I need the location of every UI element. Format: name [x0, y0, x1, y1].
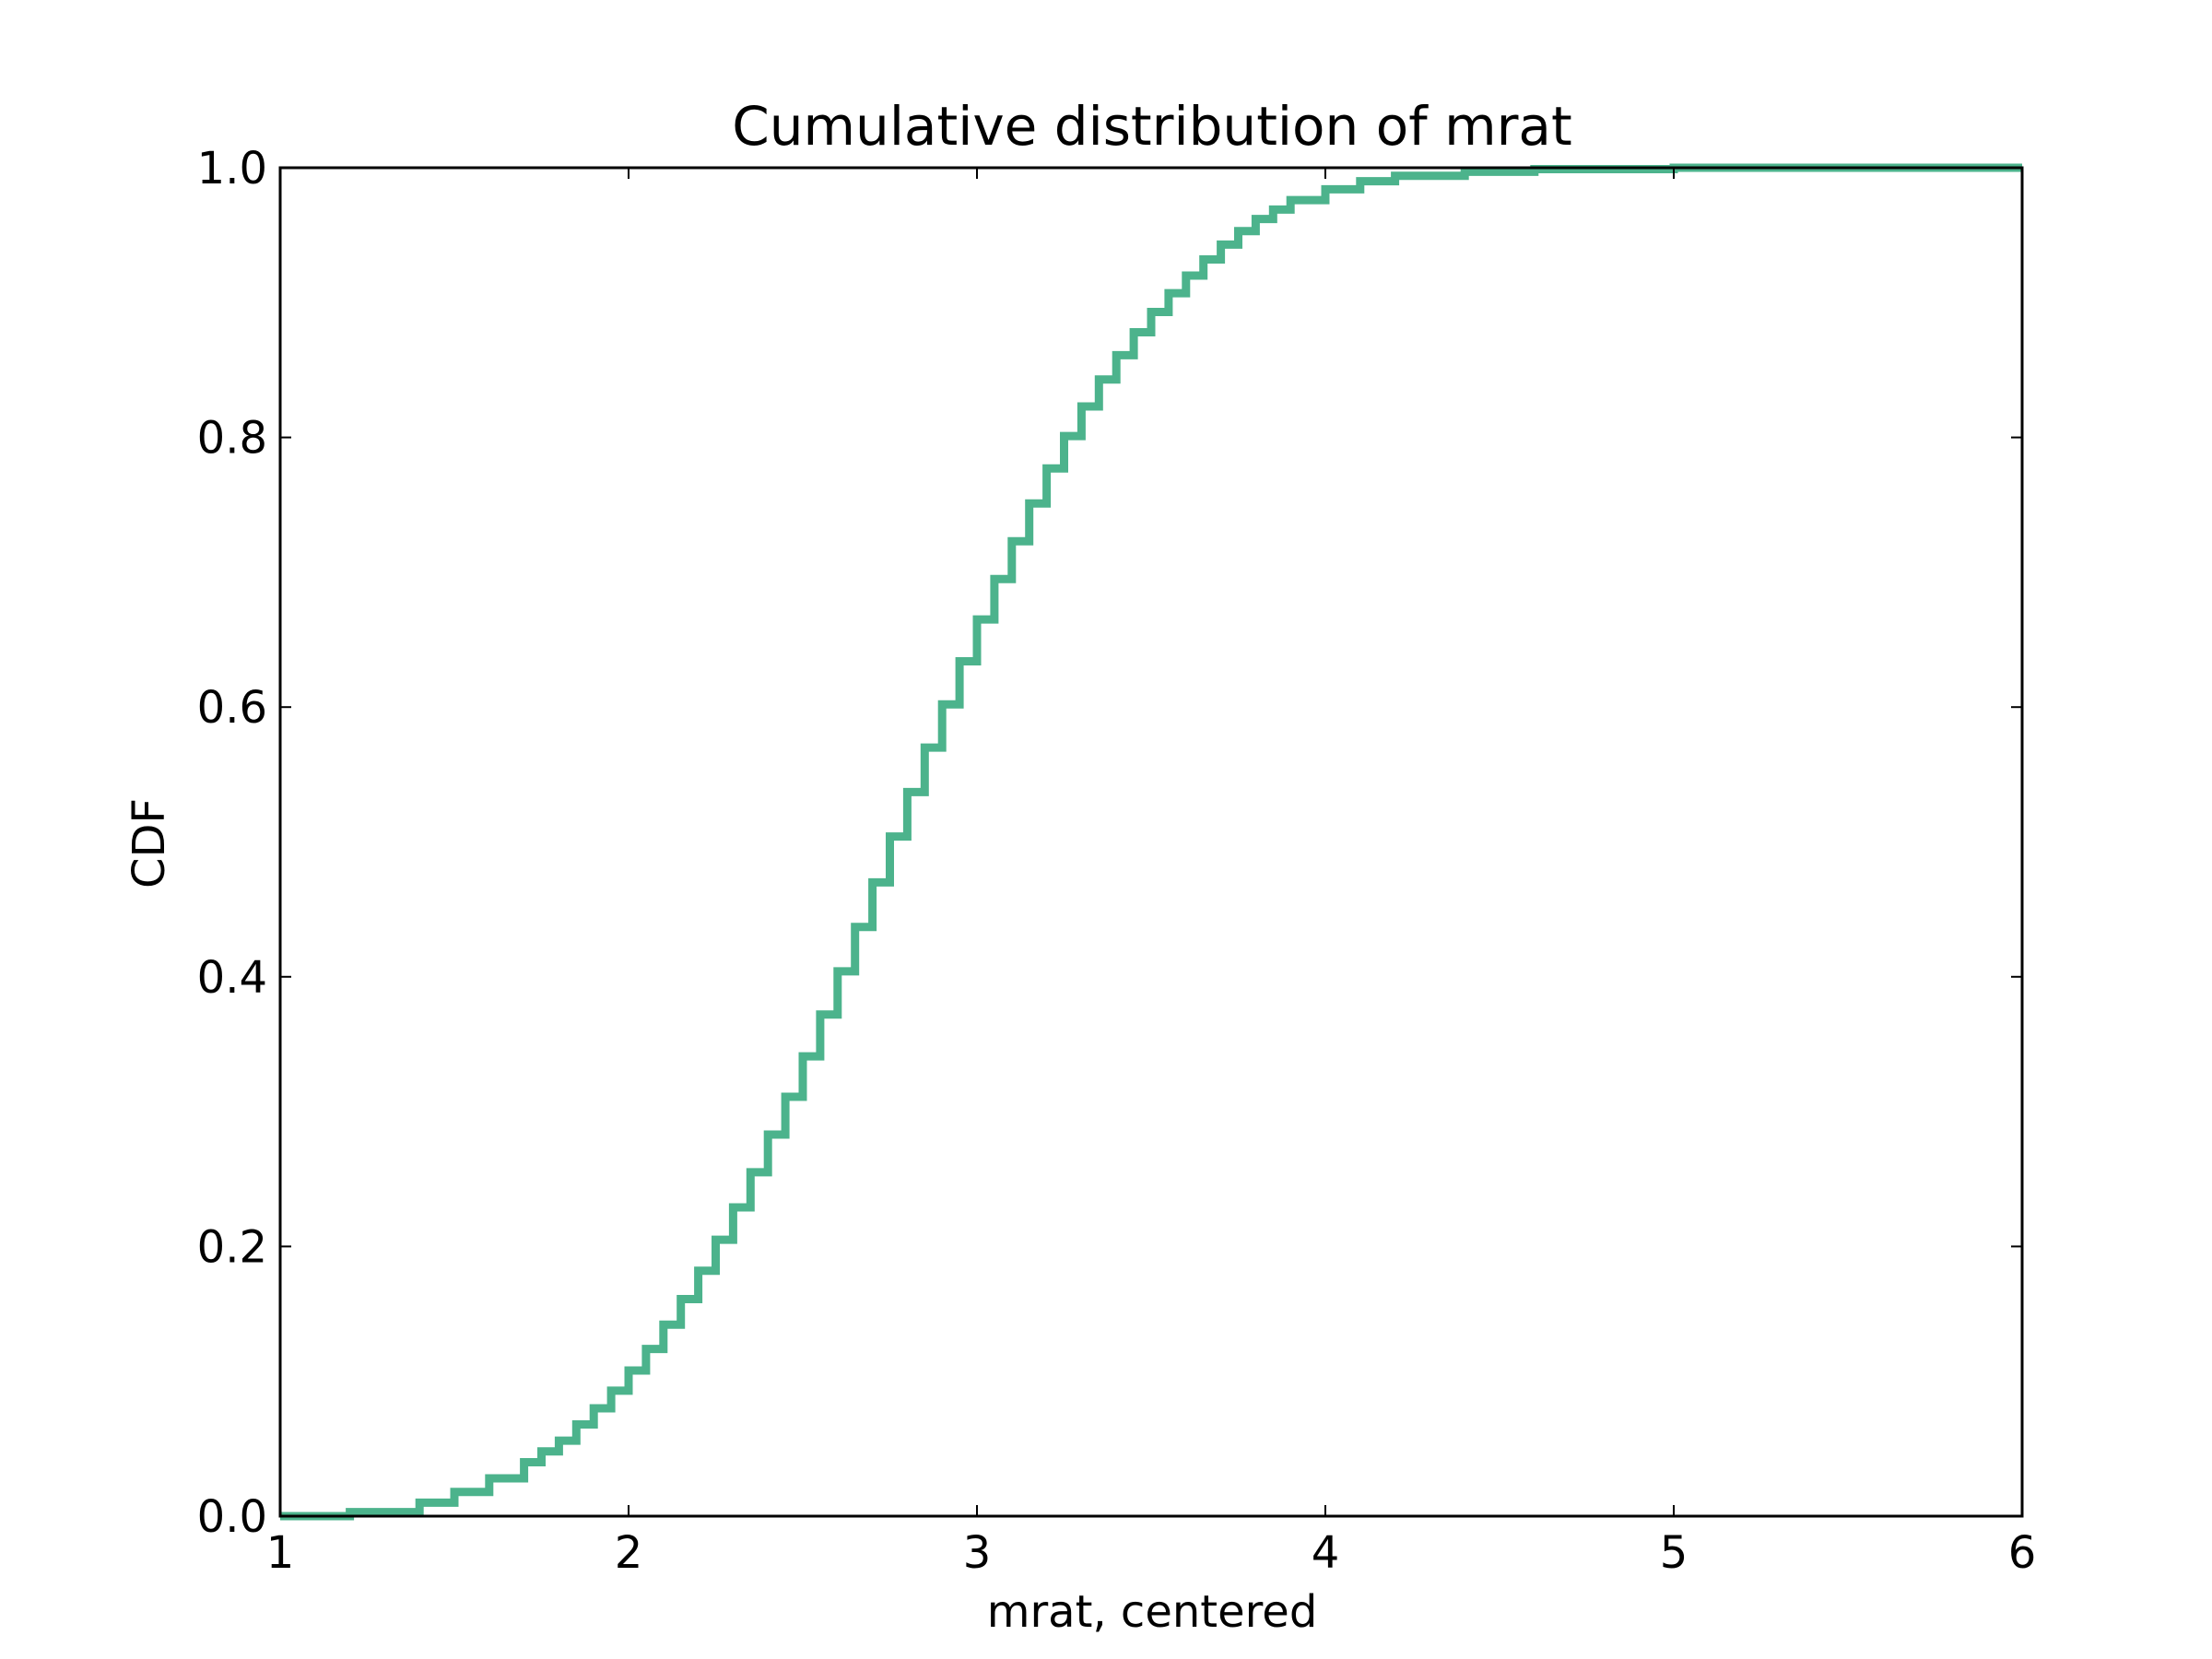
- cdf-step-line-0: [280, 163, 2022, 1521]
- y-tick-label: 1.0: [197, 143, 267, 194]
- y-tick-label: 0.0: [197, 1491, 267, 1543]
- x-tick-label: 6: [2008, 1527, 2037, 1579]
- x-tick-label: 2: [615, 1527, 643, 1579]
- x-tick-label: 5: [1660, 1527, 1688, 1579]
- x-tick-label: 3: [963, 1527, 992, 1579]
- plot-area: 1 2 3 4 5 6 0.0 0.2 0.4 0.6 0.8 1.0: [197, 143, 2037, 1579]
- x-axis-label: mrat, centered: [987, 1586, 1318, 1638]
- chart-title: Cumulative distribution of mrat: [732, 95, 1571, 158]
- x-tick-label: 1: [266, 1527, 295, 1579]
- axes-frame: [278, 166, 2024, 1518]
- plot-background: [280, 168, 2022, 1516]
- y-tick-label: 0.8: [197, 413, 267, 465]
- y-tick-label: 0.2: [197, 1221, 267, 1273]
- y-tick-label: 0.4: [197, 952, 267, 1004]
- y-tick-label: 0.6: [197, 682, 267, 734]
- x-tick-label: 4: [1312, 1527, 1340, 1579]
- y-axis-label: CDF: [124, 798, 175, 888]
